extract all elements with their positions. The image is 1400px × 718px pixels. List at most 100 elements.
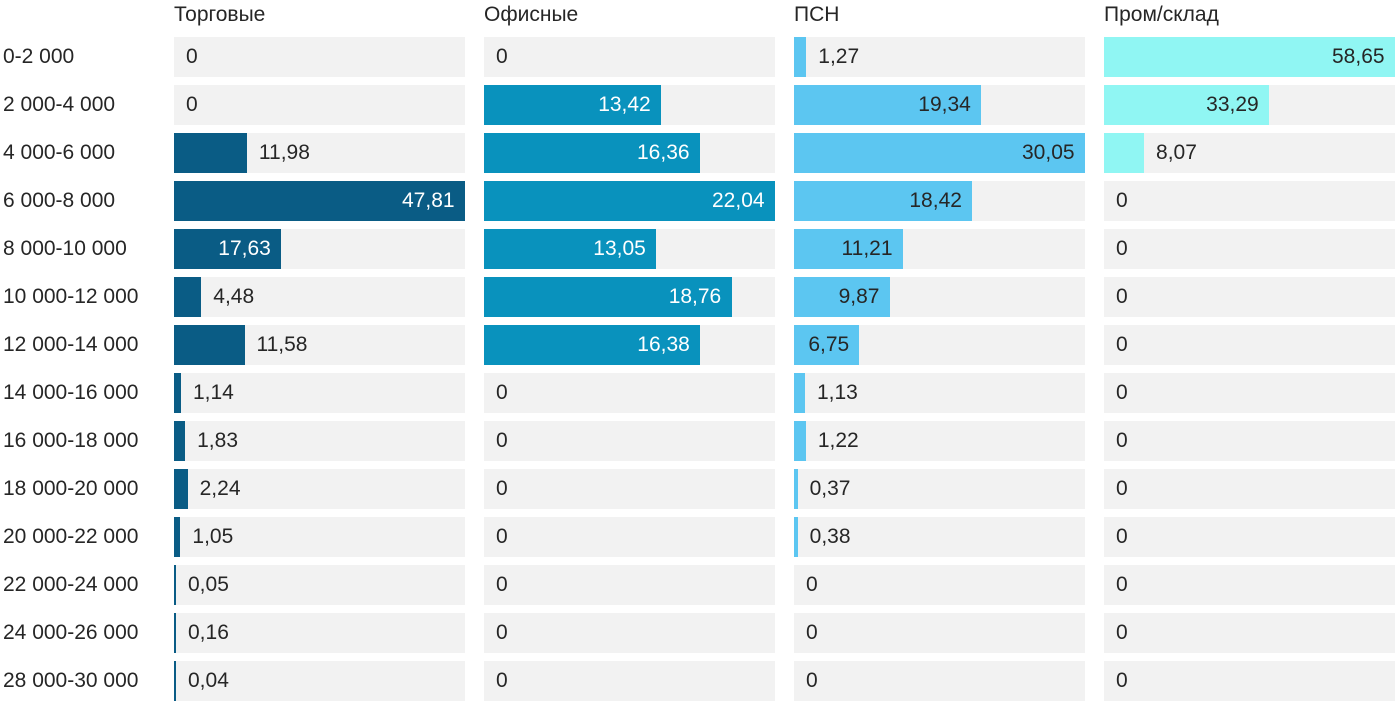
value-label: 33,29 [1206,93,1259,116]
value-label: 1,22 [817,429,859,452]
bar [794,133,1085,173]
value-label: 1,05 [192,525,234,548]
column-header-3: ПСН [794,3,840,26]
bar-track: 11,21 [794,229,1085,269]
bar [794,373,805,413]
value-label: 16,38 [637,333,690,356]
bar [174,133,247,173]
bar-track: 1,22 [794,421,1085,461]
row-label: 6 000-8 000 [3,189,116,212]
bar-track: 0 [1104,325,1395,365]
value-label: 13,42 [598,93,651,116]
column-header-4: Пром/склад [1104,3,1219,26]
bar-track: 2,24 [174,469,465,509]
bar-track: 0 [1104,277,1395,317]
row-label: 22 000-24 000 [3,573,139,596]
value-label: 0 [806,669,818,692]
bar [174,325,245,365]
bar [484,85,662,125]
value-label: 0 [1116,477,1128,500]
bar [794,37,807,77]
bar-track: 16,38 [484,325,775,365]
value-label: 0 [496,621,508,644]
bar-track: 33,29 [1104,85,1395,125]
value-label: 11,98 [258,141,310,164]
bar-track: 18,76 [484,277,775,317]
bar [1104,37,1395,77]
value-label: 2,24 [199,477,241,500]
bar [174,613,176,653]
bar-track: 0 [484,469,775,509]
bar-track: 0 [484,661,775,701]
bar-track: 0 [484,37,775,77]
value-label: 0 [496,477,508,500]
bar-track: 58,65 [1104,37,1395,77]
bar-track: 0 [484,421,775,461]
value-label: 11,58 [256,333,308,356]
value-label: 0 [1116,573,1128,596]
bar-track: 0 [484,373,775,413]
value-label: 11,21 [841,237,893,260]
bar [794,469,798,509]
bar [174,517,181,557]
bar [174,229,282,269]
row-label: 28 000-30 000 [3,669,139,692]
value-label: 9,87 [838,285,880,308]
value-label: 0 [1116,237,1128,260]
value-label: 18,76 [668,285,722,308]
bar-track: 19,34 [794,85,1085,125]
value-label: 8,07 [1156,141,1197,164]
bar-track: 22,04 [484,181,775,221]
value-label: 16,36 [637,141,690,164]
bar-track: 1,13 [794,373,1085,413]
bar-track: 1,27 [794,37,1085,77]
chart-grid: Торговые Офисные ПСН Пром/склад 0-2 000 0 0 1,2… [0,2,1395,701]
bar [484,229,657,269]
value-label: 0 [806,573,818,596]
bar-track: 0 [1104,661,1395,701]
value-label: 1,83 [197,429,238,452]
bar-track: 0,05 [174,565,465,605]
bar-track: 0 [1104,469,1395,509]
value-label: 0 [496,669,508,692]
value-label: 6,75 [808,333,850,356]
bar-track: 16,36 [484,133,775,173]
value-label: 0 [1116,381,1128,404]
value-label: 0 [1116,621,1128,644]
bar-track: 8,07 [1104,133,1395,173]
value-label: 0,16 [188,621,229,644]
bar [484,181,775,221]
bar [794,325,860,365]
bar [484,133,700,173]
value-label: 58,65 [1332,45,1385,68]
bar-track: 30,05 [794,133,1085,173]
bar-track: 13,05 [484,229,775,269]
bar-track: 0 [484,613,775,653]
row-label: 4 000-6 000 [3,141,116,164]
row-label: 12 000-14 000 [3,333,139,356]
value-label: 0 [1116,669,1128,692]
bar-track: 6,75 [794,325,1085,365]
bar-track: 0 [1104,229,1395,269]
bar-track: 0 [174,37,465,77]
value-label: 0,38 [809,525,851,548]
bar [174,277,202,317]
bar-track: 11,58 [174,325,465,365]
value-label: 0 [1116,285,1128,308]
bar-track: 0 [794,565,1085,605]
value-label: 30,05 [1022,141,1075,164]
bar [174,181,465,221]
row-label: 18 000-20 000 [3,477,139,500]
value-label: 4,48 [213,285,255,308]
bar-track: 0,37 [794,469,1085,509]
bar-track: 0 [1104,373,1395,413]
value-label: 0 [806,621,818,644]
value-label: 0 [496,573,508,596]
value-label: 0 [496,525,508,548]
value-label: 0 [1116,429,1128,452]
bar-track: 0 [1104,181,1395,221]
value-label: 0 [1116,333,1128,356]
bar-track: 0,16 [174,613,465,653]
row-label: 10 000-12 000 [3,285,139,308]
bar [1104,85,1270,125]
